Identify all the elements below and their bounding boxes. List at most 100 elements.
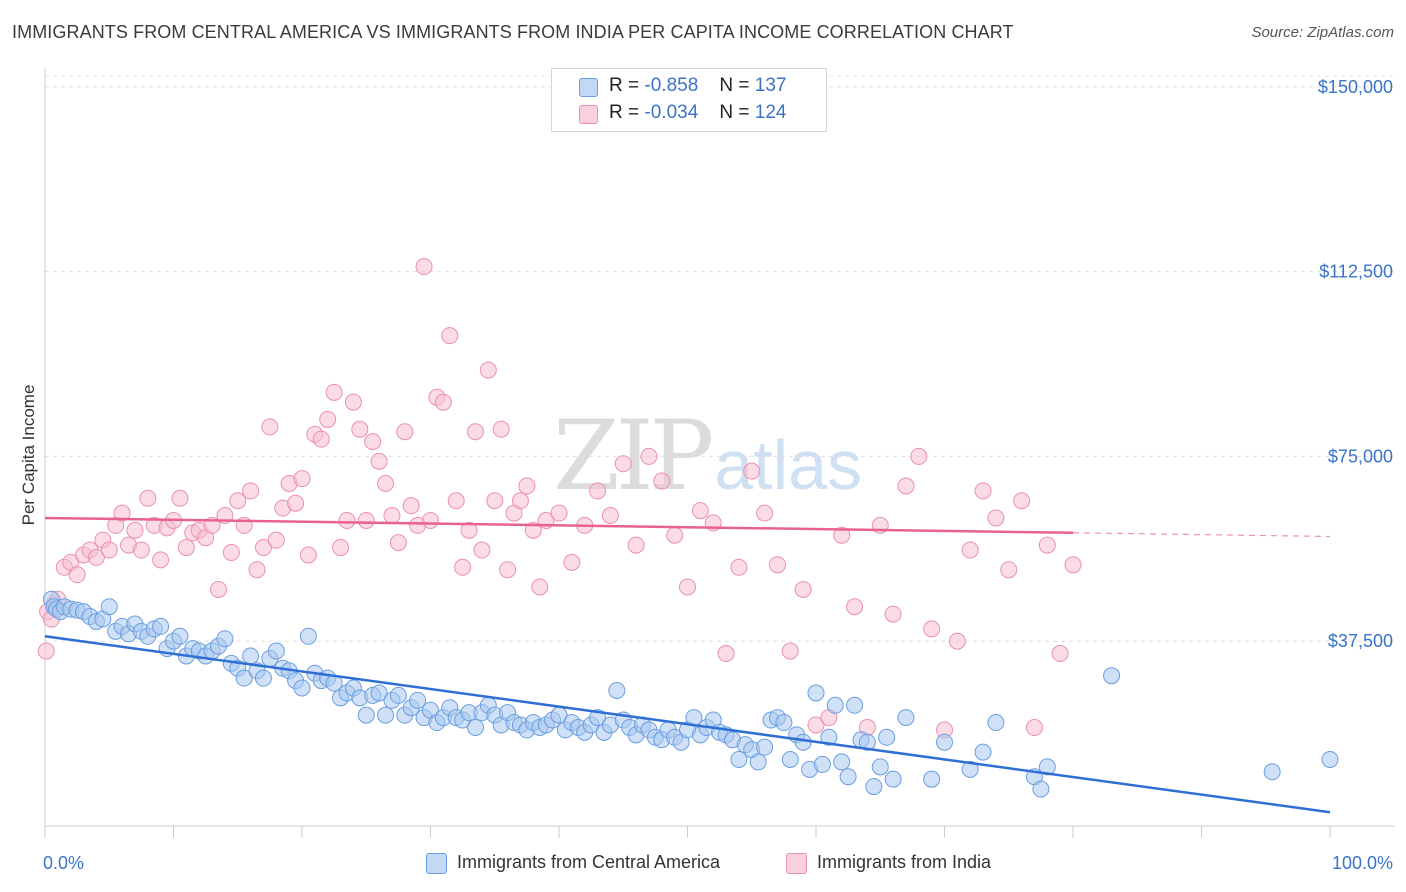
- central-america-point: [897, 709, 915, 727]
- india-point: [351, 420, 369, 438]
- india-point: [100, 541, 118, 559]
- central-america-point: [1103, 667, 1121, 685]
- india-point: [531, 578, 549, 596]
- india-point: [242, 482, 260, 500]
- central-america-point: [100, 598, 118, 616]
- trend-line-india: [44, 516, 1074, 535]
- india-point: [666, 526, 684, 544]
- series-india-points: [37, 258, 1082, 739]
- india-point: [730, 558, 748, 576]
- legend-text-india: R = -0.034 N = 124: [609, 102, 787, 123]
- bottom-legend-label-central-america: Immigrants from Central America: [457, 852, 721, 872]
- central-america-point: [858, 733, 876, 751]
- central-america-point: [1321, 750, 1339, 768]
- central-america-point: [826, 696, 844, 714]
- india-point: [473, 541, 491, 559]
- india-point: [614, 455, 632, 473]
- legend-row-india: R = -0.034 N = 124: [552, 101, 826, 127]
- legend-text-central-america: R = -0.858 N = 137: [609, 75, 787, 96]
- central-america-point: [235, 669, 253, 687]
- india-point: [563, 553, 581, 571]
- india-point: [344, 393, 362, 411]
- bottom-legend-swatch-pink: [786, 853, 807, 874]
- x-tick-label-end: 100.0%: [1332, 853, 1393, 873]
- central-america-point: [293, 679, 311, 697]
- central-america-point: [299, 627, 317, 645]
- india-point: [601, 507, 619, 525]
- india-point: [396, 423, 414, 441]
- axes: [44, 68, 1395, 838]
- india-point: [325, 383, 343, 401]
- india-point: [171, 489, 189, 507]
- india-point: [267, 531, 285, 549]
- correlation-legend: R = -0.858 N = 137 R = -0.034 N = 124: [551, 68, 827, 132]
- trend-line-india-extension: [1072, 532, 1331, 538]
- india-point: [68, 566, 86, 584]
- series-central-america-points: [42, 590, 1339, 798]
- bottom-legend-swatch-blue: [426, 853, 447, 874]
- axis-labels: $37,500 $75,000 $112,500 $150,000 0.0% 100.0%…: [19, 77, 1393, 873]
- india-point: [254, 539, 272, 557]
- india-point: [312, 430, 330, 448]
- x-tick-label-start: 0.0%: [43, 853, 84, 873]
- y-tick-label: $112,500: [1319, 262, 1393, 282]
- central-america-point: [730, 750, 748, 768]
- india-point: [402, 497, 420, 515]
- india-point: [377, 474, 395, 492]
- india-point: [389, 534, 407, 552]
- india-point: [299, 546, 317, 564]
- central-america-point: [878, 728, 896, 746]
- chart-title: IMMIGRANTS FROM CENTRAL AMERICA VS IMMIG…: [12, 22, 1014, 42]
- central-america-point: [807, 684, 825, 702]
- central-america-point: [216, 630, 234, 648]
- india-point: [229, 492, 247, 510]
- trend-line-central-america: [44, 635, 1331, 814]
- central-america-point: [833, 753, 851, 771]
- india-point: [1000, 561, 1018, 579]
- central-america-point: [1038, 758, 1056, 776]
- y-tick-label: $150,000: [1318, 77, 1393, 97]
- central-america-point: [357, 706, 375, 724]
- central-america-point: [923, 770, 941, 788]
- central-america-point: [813, 755, 831, 773]
- india-point: [961, 541, 979, 559]
- india-point: [370, 452, 388, 470]
- india-point: [691, 502, 709, 520]
- central-america-point: [871, 758, 889, 776]
- central-america-point: [749, 753, 767, 771]
- india-point: [974, 482, 992, 500]
- central-america-point: [756, 738, 774, 756]
- india-point: [422, 511, 439, 529]
- central-america-point: [389, 686, 407, 704]
- india-point: [743, 462, 761, 480]
- india-point: [460, 521, 478, 539]
- india-point: [987, 509, 1005, 527]
- central-america-point: [254, 669, 272, 687]
- central-america-point: [987, 714, 1005, 732]
- india-point: [492, 420, 510, 438]
- india-point: [518, 477, 536, 495]
- india-point: [454, 558, 472, 576]
- india-point: [679, 578, 696, 596]
- india-point: [807, 716, 825, 734]
- watermark-atlas: atlas: [714, 426, 863, 504]
- central-america-point: [171, 627, 189, 645]
- central-america-point: [846, 696, 864, 714]
- india-point: [434, 393, 452, 411]
- india-point: [248, 561, 266, 579]
- central-america-point: [775, 714, 793, 732]
- india-point: [222, 543, 240, 561]
- central-america-point: [961, 760, 979, 778]
- y-tick-label: $75,000: [1328, 446, 1393, 466]
- central-america-point: [409, 691, 427, 709]
- gridlines: [45, 75, 1395, 642]
- india-point: [261, 418, 279, 436]
- india-point: [177, 539, 195, 557]
- central-america-point: [608, 681, 626, 699]
- bottom-legend-label-india: Immigrants from India: [817, 852, 992, 872]
- india-point: [948, 632, 966, 650]
- india-point: [589, 482, 607, 500]
- trend-lines: [44, 516, 1331, 814]
- india-point: [332, 539, 350, 557]
- legend-swatch-pink: [579, 105, 598, 124]
